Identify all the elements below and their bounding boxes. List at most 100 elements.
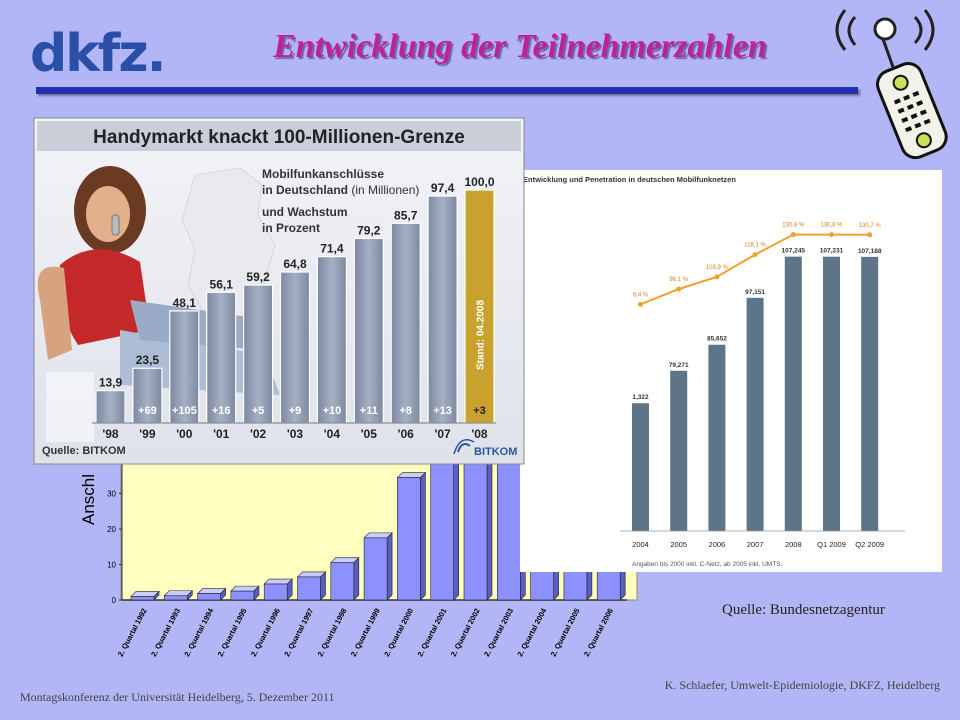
bitkom-bar bbox=[95, 390, 126, 424]
bnetz-x-label: Q2 2009 bbox=[855, 540, 884, 549]
bitkom-value-label: 23,5 bbox=[136, 353, 160, 367]
x-tick-label: 2. Quartal 2006 bbox=[582, 607, 615, 658]
title-rule bbox=[36, 87, 858, 94]
bnetz-value-label: 79,271 bbox=[669, 362, 689, 369]
penetration-point bbox=[676, 286, 682, 292]
bitkom-x-label: '00 bbox=[176, 427, 193, 441]
x-tick-label: 2. Quartal 1993 bbox=[149, 607, 182, 658]
bitkom-x-label: '05 bbox=[361, 427, 378, 441]
bitkom-growth-label: +16 bbox=[212, 405, 231, 417]
bitkom-bar bbox=[427, 195, 458, 424]
footer-event: Montagskonferenz der Universität Heidelb… bbox=[20, 690, 335, 704]
bnetz-x-label: 2004 bbox=[632, 540, 649, 549]
y-tick-label: 30 bbox=[107, 490, 116, 499]
bitkom-growth-label: +9 bbox=[289, 405, 302, 417]
x-tick-label: 2. Quartal 1995 bbox=[216, 607, 249, 658]
bar bbox=[164, 595, 188, 601]
bnetz-bar bbox=[670, 370, 688, 531]
bitkom-value-label: 59,2 bbox=[246, 270, 270, 284]
mobile-phone-icon bbox=[835, 9, 948, 160]
bitkom-value-label: 71,4 bbox=[320, 242, 344, 256]
bitkom-title: Handymarkt knackt 100-Millionen-Grenze bbox=[93, 127, 465, 148]
bitkom-growth-label: +5 bbox=[252, 405, 265, 417]
penetration-label: 118,1 % bbox=[744, 243, 766, 249]
penetration-point bbox=[752, 252, 758, 258]
bnetz-bar bbox=[784, 256, 802, 531]
bitkom-growth-label: +13 bbox=[433, 405, 452, 417]
bitkom-x-label: '08 bbox=[471, 427, 488, 441]
bitkom-legend-line1: Mobilfunkanschlüsse bbox=[262, 167, 384, 181]
bitkom-stand-label: Stand: 04.2008 bbox=[476, 300, 487, 370]
x-tick-label: 2. Quartal 2004 bbox=[515, 606, 548, 658]
bar bbox=[263, 583, 288, 601]
bar bbox=[330, 562, 355, 601]
bitkom-logo: BITKOM bbox=[453, 439, 517, 458]
penetration-label: 96,1 % bbox=[669, 277, 688, 283]
penetration-label: 6,4 % bbox=[633, 292, 649, 298]
bar bbox=[397, 477, 421, 601]
bitkom-bar bbox=[390, 222, 421, 424]
bitkom-legend-line3: und Wachstum bbox=[262, 205, 348, 219]
bitkom-value-label: 100,0 bbox=[464, 175, 494, 189]
bitkom-x-label: '99 bbox=[139, 427, 156, 441]
bitkom-bar bbox=[243, 284, 274, 424]
x-tick-label: 2. Quartal 1996 bbox=[249, 607, 282, 658]
bitkom-source: Quelle: BITKOM bbox=[42, 445, 126, 457]
bnetz-chart: Entwicklung und Penetration in deutschen… bbox=[520, 170, 942, 572]
bitkom-bar bbox=[464, 189, 495, 424]
bar-side bbox=[420, 471, 426, 601]
bitkom-value-label: 64,8 bbox=[283, 257, 307, 271]
bnetz-bar bbox=[746, 297, 764, 531]
y-axis-label: Anschl bbox=[79, 474, 98, 525]
bitkom-bar bbox=[169, 310, 200, 424]
bnetz-bar bbox=[708, 344, 726, 531]
bitkom-x-label: '03 bbox=[287, 427, 304, 441]
bnetz-x-label: 2006 bbox=[709, 540, 726, 549]
bitkom-x-label: '98 bbox=[102, 427, 119, 441]
bitkom-value-label: 79,2 bbox=[357, 223, 381, 237]
bitkom-bar bbox=[279, 271, 311, 424]
bnetz-value-label: 97,151 bbox=[745, 289, 765, 296]
x-tick-label: 2. Quartal 1998 bbox=[316, 607, 349, 658]
bnetz-value-label: 107,245 bbox=[782, 248, 806, 255]
bnetz-value-label: 107,188 bbox=[858, 248, 882, 255]
bnetz-value-label: 85,652 bbox=[707, 336, 727, 343]
bitkom-bar bbox=[206, 291, 237, 424]
x-tick-label: 2. Quartal 1999 bbox=[349, 607, 382, 658]
bitkom-bar bbox=[353, 237, 384, 424]
bitkom-x-label: '06 bbox=[398, 427, 415, 441]
bitkom-bar bbox=[132, 367, 163, 424]
penetration-label: 130,7 % bbox=[859, 223, 882, 229]
bitkom-growth-label: +105 bbox=[172, 405, 197, 417]
bnetz-value-label: 1,322 bbox=[632, 394, 649, 401]
bar bbox=[297, 576, 321, 601]
bar-side bbox=[353, 557, 360, 601]
x-tick-label: 2. Quartal 1997 bbox=[282, 607, 315, 658]
bnetz-value-label: 107,231 bbox=[820, 248, 844, 255]
bnetz-bar bbox=[632, 403, 649, 531]
bitkom-value-label: 48,1 bbox=[173, 296, 197, 310]
x-tick-label: 2. Quartal 1994 bbox=[182, 606, 215, 658]
penetration-point bbox=[790, 232, 796, 238]
penetration-point bbox=[638, 301, 643, 307]
bar bbox=[130, 596, 155, 601]
bnetz-source: Quelle: Bundesnetzagentur bbox=[722, 602, 885, 618]
y-tick-label: 10 bbox=[107, 561, 116, 570]
bitkom-growth-label: +8 bbox=[399, 405, 412, 417]
bitkom-legend-line2: in Deutschland (in Millionen) bbox=[262, 183, 419, 197]
bnetz-panel bbox=[520, 170, 942, 572]
y-tick-label: 0 bbox=[112, 596, 117, 605]
penetration-label: 103,9 % bbox=[706, 265, 729, 271]
x-tick-label: 2. Quartal 2001 bbox=[415, 607, 448, 658]
bitkom-growth-label: +3 bbox=[473, 405, 486, 417]
bitkom-value-label: 13,9 bbox=[99, 376, 123, 390]
penetration-label: 130,8 % bbox=[820, 223, 843, 229]
bnetz-bar bbox=[823, 256, 840, 531]
bitkom-x-label: '04 bbox=[324, 427, 341, 441]
bitkom-growth-label: +69 bbox=[138, 405, 157, 417]
bitkom-growth-label: +11 bbox=[360, 405, 378, 417]
bitkom-value-label: 56,1 bbox=[210, 277, 234, 291]
bnetz-x-label: 2008 bbox=[785, 540, 802, 549]
bnetz-title: Entwicklung und Penetration in deutschen… bbox=[523, 175, 736, 184]
